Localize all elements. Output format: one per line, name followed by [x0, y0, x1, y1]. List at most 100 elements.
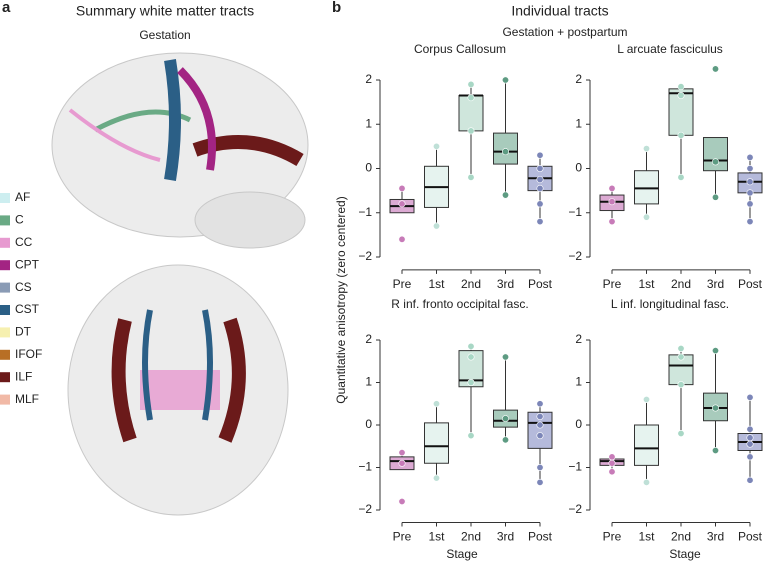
legend-swatch — [0, 349, 10, 360]
data-point — [467, 378, 475, 386]
legend-swatch — [0, 394, 10, 405]
y-tick-label: 2 — [365, 332, 372, 346]
x-tick-label: 1st — [638, 530, 655, 544]
x-tick-label: 3rd — [497, 530, 514, 544]
data-point — [746, 393, 754, 401]
x-tick-label: 3rd — [707, 277, 724, 291]
x-tick-label: 2nd — [461, 277, 481, 291]
y-tick-label: −2 — [358, 249, 372, 263]
data-point — [746, 165, 754, 173]
data-point — [746, 189, 754, 197]
box — [424, 422, 449, 464]
legend-label: ILF — [15, 369, 32, 383]
y-tick-label: 1 — [365, 375, 372, 389]
box — [634, 170, 659, 205]
data-point — [432, 474, 440, 482]
y-tick-label: −1 — [568, 460, 582, 474]
x-tick-label: 3rd — [707, 530, 724, 544]
box — [634, 424, 659, 466]
x-tick-label: Pre — [603, 277, 622, 291]
data-point — [711, 446, 719, 454]
data-point — [536, 200, 544, 208]
chart-title: R inf. fronto occipital fasc. — [391, 297, 528, 311]
data-point — [746, 425, 754, 433]
data-point — [467, 342, 475, 350]
x-tick-label: 1st — [638, 277, 655, 291]
data-point — [608, 184, 616, 192]
x-tick-label: 1st — [428, 277, 445, 291]
data-point — [536, 151, 544, 159]
legend-label: IFOF — [15, 347, 42, 361]
data-point — [677, 353, 685, 361]
data-point — [711, 65, 719, 73]
data-point — [398, 459, 406, 467]
data-point — [536, 184, 544, 192]
data-point — [608, 198, 616, 206]
data-point — [711, 158, 719, 166]
chart-title: L inf. longitudinal fasc. — [611, 297, 729, 311]
y-tick-label: −1 — [568, 205, 582, 219]
legend-swatch — [0, 282, 10, 293]
x-tick-label: 2nd — [671, 530, 691, 544]
data-point — [711, 193, 719, 201]
y-tick-label: 1 — [575, 116, 582, 130]
legend-swatch — [0, 372, 10, 383]
data-point — [677, 83, 685, 91]
x-tick-label: Post — [528, 530, 553, 544]
legend-label: CS — [15, 280, 32, 294]
legend-swatch — [0, 193, 10, 203]
panel-title: Individual tracts — [511, 3, 608, 19]
data-point — [608, 459, 616, 467]
data-point — [536, 432, 544, 440]
x-tick-label: Pre — [393, 277, 412, 291]
legend-swatch — [0, 305, 10, 315]
data-point — [536, 176, 544, 184]
data-point — [501, 76, 509, 84]
x-tick-label: 1st — [428, 530, 445, 544]
data-point — [501, 353, 509, 361]
data-point — [608, 468, 616, 476]
data-point — [746, 218, 754, 226]
data-point — [501, 191, 509, 199]
legend-label: CPT — [15, 257, 40, 271]
data-point — [536, 218, 544, 226]
data-point — [608, 218, 616, 226]
x-tick-label: Post — [738, 530, 763, 544]
x-axis-label: Stage — [446, 547, 478, 561]
data-point — [467, 353, 475, 361]
data-point — [467, 432, 475, 440]
data-point — [536, 478, 544, 486]
x-axis-label: Stage — [669, 547, 701, 561]
legend-swatch — [0, 237, 10, 248]
data-point — [642, 478, 650, 486]
data-point — [746, 476, 754, 484]
chart-title: L arcuate fasciculus — [617, 42, 723, 56]
y-tick-label: 1 — [575, 375, 582, 389]
box — [703, 137, 728, 172]
x-tick-label: Post — [528, 277, 553, 291]
legend-label: MLF — [15, 392, 39, 406]
data-point — [467, 173, 475, 181]
panel-title: Summary white matter tracts — [76, 3, 254, 19]
x-tick-label: Pre — [603, 530, 622, 544]
y-tick-label: 1 — [365, 116, 372, 130]
x-tick-label: Post — [738, 277, 763, 291]
brain-lateral — [51, 52, 309, 249]
data-point — [746, 178, 754, 186]
data-point — [536, 165, 544, 173]
legend-swatch — [0, 327, 10, 338]
x-tick-label: 3rd — [497, 277, 514, 291]
x-tick-label: 2nd — [461, 530, 481, 544]
x-tick-label: Pre — [393, 530, 412, 544]
data-point — [711, 347, 719, 355]
legend-label: CST — [15, 302, 40, 316]
y-tick-label: −1 — [358, 205, 372, 219]
y-tick-label: −2 — [568, 502, 582, 516]
legend-swatch — [0, 215, 10, 226]
data-point — [677, 429, 685, 437]
y-tick-label: 2 — [575, 72, 582, 86]
data-point — [642, 213, 650, 221]
panel-subtitle: Gestation + postpartum — [502, 25, 627, 39]
